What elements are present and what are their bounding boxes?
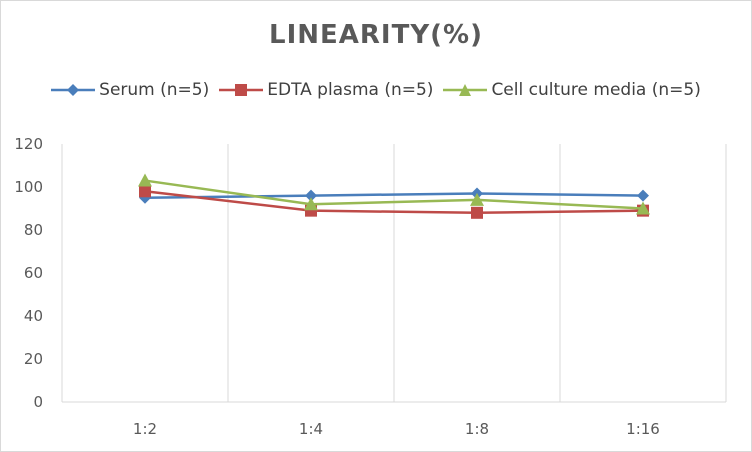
legend-entry-cell-culture-media: Cell culture media (n=5) bbox=[443, 80, 701, 100]
x-tick-label: 1:2 bbox=[133, 420, 157, 438]
series-2-point bbox=[304, 197, 318, 211]
x-tick-label: 1:16 bbox=[626, 420, 660, 438]
series-0-point bbox=[305, 189, 317, 202]
legend-entry-edta-plasma: EDTA plasma (n=5) bbox=[219, 80, 433, 100]
legend-label-cell-culture-media: Cell culture media (n=5) bbox=[491, 80, 701, 100]
series-0-line bbox=[144, 192, 644, 199]
legend-label-edta-plasma: EDTA plasma (n=5) bbox=[267, 80, 434, 100]
series-2-line bbox=[144, 179, 644, 210]
legend-marker-edta-plasma bbox=[219, 84, 264, 96]
legend-entry-serum: Serum (n=5) bbox=[51, 80, 209, 100]
chart-legend: Serum (n=5) EDTA plasma (n=5) Cell cultu… bbox=[0, 80, 752, 100]
series-1-point bbox=[471, 206, 483, 219]
series-0-point bbox=[637, 189, 649, 202]
y-tick-label: 100 bbox=[14, 178, 43, 196]
y-tick-label: 120 bbox=[14, 135, 43, 153]
y-tick-label: 40 bbox=[24, 307, 43, 325]
y-tick-label: 20 bbox=[24, 350, 43, 368]
series-1-point bbox=[139, 185, 151, 198]
legend-marker-serum bbox=[51, 84, 96, 96]
series-2-point bbox=[636, 201, 650, 215]
legend-label-serum: Serum (n=5) bbox=[99, 80, 210, 100]
series-2-point bbox=[470, 192, 484, 206]
y-tick-label: 60 bbox=[24, 264, 43, 282]
x-tick-label: 1:4 bbox=[299, 420, 323, 438]
series-1-line bbox=[144, 190, 644, 215]
chart-title: LINEARITY(%) bbox=[269, 20, 483, 50]
series-2-point bbox=[138, 173, 152, 187]
legend-marker-cell-culture-media bbox=[443, 84, 488, 96]
y-tick-label: 80 bbox=[24, 221, 43, 239]
x-tick-label: 1:8 bbox=[465, 420, 489, 438]
y-tick-label: 0 bbox=[33, 393, 43, 411]
